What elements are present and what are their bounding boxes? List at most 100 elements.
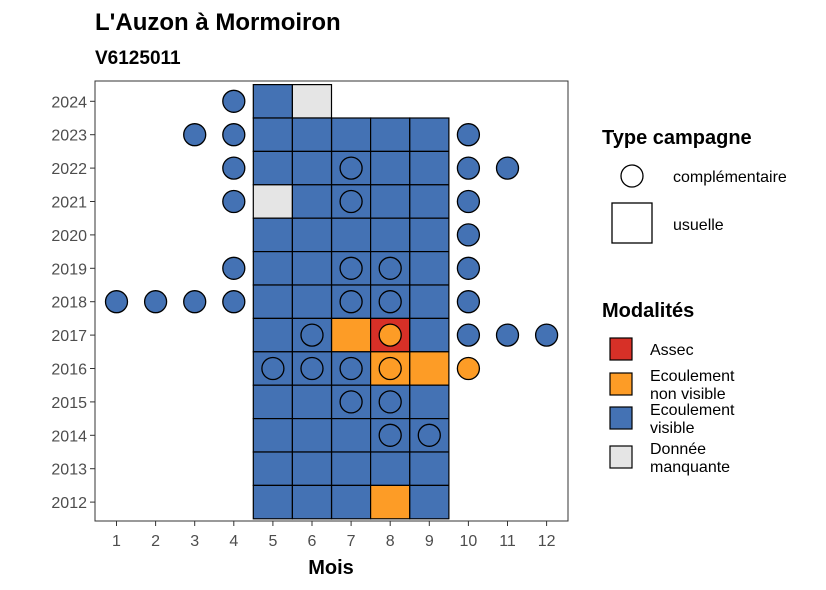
complementaire-point [339, 156, 363, 180]
chart-subtitle: V6125011 [95, 48, 181, 69]
usuelle-cell [291, 418, 333, 453]
usuelle-cell [370, 251, 411, 286]
usuelle-cell [409, 284, 450, 320]
legend-label-non_visible: Ecoulement [650, 368, 735, 385]
x-tick-label: 10 [460, 533, 478, 550]
usuelle-cell [331, 317, 372, 353]
complementaire-point [222, 89, 246, 113]
usuelle-cell [331, 184, 372, 219]
complementaire-point [378, 256, 402, 280]
y-tick-label: 2020 [51, 228, 87, 245]
x-axis-title: Mois [308, 557, 354, 579]
usuelle-cell [291, 284, 333, 320]
complementaire-point [495, 156, 520, 180]
y-tick-label: 2018 [51, 295, 87, 312]
x-tick-label: 6 [308, 533, 317, 550]
usuelle-cell [291, 484, 333, 520]
legend-shape-title: Type campagne [602, 127, 752, 149]
legend-complementaire-label: complémentaire [673, 169, 787, 186]
usuelle-cell [370, 451, 411, 487]
complementaire-point [261, 356, 285, 381]
y-tick-label: 2014 [51, 428, 87, 445]
complementaire-point [222, 189, 246, 214]
legend-label-manquante: manquante [650, 459, 730, 476]
complementaire-point [417, 423, 441, 447]
complementaire-points [104, 89, 559, 447]
complementaire-point [378, 323, 402, 347]
usuelle-cell [291, 451, 333, 487]
complementaire-point [378, 390, 402, 414]
x-tick-label: 1 [112, 533, 121, 550]
usuelle-cell [370, 150, 411, 186]
usuelle-cell [331, 150, 372, 186]
usuelle-cell [291, 251, 333, 286]
complementaire-point [456, 189, 481, 214]
x-tick-label: 5 [268, 533, 277, 550]
legend-circle-key [620, 164, 644, 188]
usuelle-cell [370, 284, 411, 320]
usuelle-cell [291, 117, 333, 153]
legend-label-manquante: Donnée [650, 441, 706, 458]
complementaire-point [339, 290, 363, 314]
usuelle-cell [331, 251, 372, 286]
complementaire-point [456, 156, 481, 180]
y-tick-label: 2022 [51, 161, 87, 178]
complementaire-point [183, 123, 207, 147]
usuelle-cell [252, 251, 294, 286]
legend-usuelle-label: usuelle [673, 217, 724, 234]
usuelle-cell [252, 351, 294, 386]
complementaire-point [456, 290, 481, 314]
y-tick-label: 2015 [51, 395, 87, 412]
usuelle-cell [331, 351, 372, 386]
usuelle-cell [409, 484, 450, 520]
complementaire-point [300, 356, 324, 381]
complementaire-point [534, 323, 559, 347]
complementaire-point [378, 423, 402, 447]
legend-fill-title: Modalités [602, 300, 694, 322]
usuelle-cell [331, 384, 372, 420]
complementaire-point [222, 256, 246, 280]
usuelle-cell [252, 384, 294, 420]
y-tick-label: 2016 [51, 362, 87, 379]
y-axis: 2012 2013 2014 2015 2016 2017 2018 2019 2020 2021… [51, 94, 95, 512]
x-tick-label: 2 [151, 533, 160, 550]
usuelle-cell [331, 451, 372, 487]
complementaire-point [456, 356, 481, 381]
legend: Type campagne complémentaire usuelle Mod… [602, 127, 787, 476]
usuelle-cell [291, 150, 333, 186]
usuelle-cell [409, 217, 450, 253]
legend-square-key [611, 202, 653, 244]
usuelle-cell [409, 451, 450, 487]
complementaire-point [456, 256, 481, 280]
usuelle-cell [370, 117, 411, 153]
legend-key-visible [609, 406, 633, 430]
x-tick-label: 3 [190, 533, 199, 550]
complementaire-point [378, 290, 402, 314]
legend-label-visible: Ecoulement [650, 402, 735, 419]
complementaire-point [300, 323, 324, 347]
usuelle-cell [252, 284, 294, 320]
complementaire-point [222, 123, 246, 147]
legend-key-non_visible [609, 372, 633, 396]
x-tick-label: 7 [347, 533, 356, 550]
y-tick-label: 2019 [51, 261, 87, 278]
complementaire-point [378, 356, 402, 381]
usuelle-cell [252, 418, 294, 453]
usuelle-cell [370, 484, 411, 520]
y-tick-label: 2017 [51, 328, 87, 345]
usuelle-cell [409, 150, 450, 186]
usuelle-cell [409, 351, 450, 386]
y-tick-label: 2023 [51, 128, 87, 145]
usuelle-cell [409, 117, 450, 153]
usuelle-cell [291, 351, 333, 386]
usuelle-cell [252, 184, 294, 219]
complementaire-point [183, 290, 207, 314]
legend-label-assec: Assec [650, 342, 694, 359]
usuelle-cell [409, 184, 450, 219]
x-tick-label: 9 [425, 533, 434, 550]
complementaire-point [339, 356, 363, 381]
complementaire-point [339, 390, 363, 414]
usuelle-cell [291, 317, 333, 353]
usuelle-cell [409, 418, 450, 453]
complementaire-point [222, 156, 246, 180]
